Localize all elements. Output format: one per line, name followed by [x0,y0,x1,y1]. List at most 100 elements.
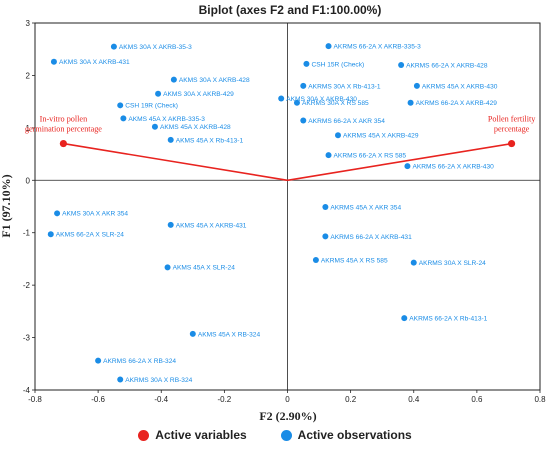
legend-label-variables: Active variables [155,428,247,442]
observation-label: AKMS 30A X AKRB-431 [59,59,130,66]
observation-label: CSH 19R (Check) [125,103,178,110]
observation-label: AKMS 66-2A X SLR-24 [56,232,125,239]
observation-marker [401,315,408,322]
observation-marker [303,60,310,67]
observation-marker [54,210,61,217]
observation-marker [117,376,124,383]
observation-marker [322,233,329,240]
observation-marker [335,132,341,139]
blue-dot-icon [280,429,292,441]
observation-label: AKMS 30A X AKR 354 [62,211,128,218]
observation-point: AKRMS 66-2A X RS 585 [325,152,406,160]
observation-point: AKMS 45A X RB-324 [189,330,261,338]
observation-label: AKRMS 45A X AKRB-429 [343,133,419,140]
observation-point: AKRMS 45A X AKRB-430 [413,82,498,90]
observation-point: CSH 15R (Check) [303,60,364,68]
x-tick-label: -0.8 [28,395,42,404]
observation-marker [155,90,162,97]
observation-point: AKRMS 66-2A X Rb-413-1 [401,315,488,323]
observation-point: AKMS 45A X Rb-413-1 [167,136,243,144]
observation-marker [164,264,171,271]
legend-item-observations: Active observations [280,428,412,442]
y-tick-label: 3 [26,19,31,28]
x-tick-label: 0.2 [345,395,357,404]
observation-point: AKRMS 30A X RS 585 [293,99,369,107]
observation-point: AKRMS 30A X SLR-24 [410,259,486,267]
observation-label: AKMS 45A X SLR-24 [173,265,236,272]
variable-point [507,139,516,148]
observation-marker [322,204,329,211]
variables-layer: In-vitro pollen germination percentage Pol… [25,115,536,182]
observation-marker [151,123,158,130]
observation-marker [117,102,124,109]
y-tick-label: 1 [26,124,31,133]
observation-label: AKRMS 66-2A X AKRB-431 [330,234,412,241]
chart-title: Biplot (axes F2 and F1:100.00%) [199,3,382,17]
observation-marker [404,163,411,170]
observation-marker [293,99,300,106]
biplot-chart: Biplot (axes F2 and F1:100.00%) -0.8 -0.6… [0,3,546,423]
observation-label: AKRMS 30A X SLR-24 [419,260,486,267]
observation-marker [300,117,307,124]
observation-point: AKMS 30A X AKR 354 [54,210,128,218]
observation-point: CSH 19R (Check) [117,102,178,110]
y-tick-label: 2 [26,71,31,80]
observation-point: AKRMS 30A X RB-324 [117,376,193,384]
observation-label: AKMS 30A X AKRB-430 [286,96,357,103]
observation-label: AKMS 30A X AKRB-35-3 [119,44,192,51]
observation-label: AKRMS 45A X AKRB-430 [422,83,498,90]
observation-marker [110,43,117,50]
observation-marker [413,82,420,89]
observations-layer: AKMS 30A X AKRB-35-3 AKMS 30A X AKRB-431 A… [47,43,498,384]
observation-point: AKRMS 66-2A X AKR 354 [300,117,385,125]
observation-label: AKMS 45A X AKRB-428 [160,124,231,131]
observation-point: AKMS 45A X AKRB-428 [151,123,231,131]
observation-point: AKRMS 30A X Rb-413-1 [300,82,381,90]
observation-label: AKRMS 45A X AKR 354 [330,204,401,211]
axes-layer: -0.8 -0.6 -0.4 -0.2 0 0.2 0.4 0.6 0.8 -4 -3 -2 -1 0 1 2… [23,19,546,404]
observation-point: AKMS 30A X AKRB-429 [155,90,234,98]
red-dot-icon [138,429,150,441]
observation-label: AKRMS 45A X RS 585 [321,257,388,264]
observation-marker [407,99,414,106]
observation-point: AKMS 45A X AKRB-335-3 [120,115,205,123]
observation-marker [189,330,196,337]
observation-point: AKMS 30A X AKRB-431 [50,58,130,66]
observation-point: AKRMS 66-2A X AKRB-428 [398,61,488,69]
observation-point: AKRMS 66-2A X RB-324 [95,357,176,365]
observation-label: CSH 15R (Check) [311,61,364,68]
observation-point: AKRMS 45A X RS 585 [312,256,388,264]
observation-point: AKMS 30A X AKRB-428 [170,76,250,84]
observation-point: AKMS 45A X SLR-24 [164,264,236,272]
observation-marker [410,259,417,266]
observation-marker [95,357,102,364]
observation-point: AKRMS 66-2A X AKRB-430 [404,163,494,171]
x-tick-label: 0.8 [534,395,546,404]
observation-label: AKRMS 66-2A X AKR 354 [308,118,385,125]
observation-label: AKMS 30A X AKRB-429 [163,91,234,98]
variable-label: Pollen fertility percentage [488,115,536,134]
y-tick-label: -2 [23,281,31,290]
observation-label: AKMS 45A X AKRB-335-3 [128,116,205,123]
observation-label: AKRMS 66-2A X Rb-413-1 [409,316,487,323]
observation-marker [167,136,174,143]
observation-label: AKRMS 30A X RB-324 [125,377,192,384]
observation-label: AKRMS 30A X RS 585 [302,100,369,107]
observation-label: AKMS 45A X RB-324 [198,331,261,338]
observation-point: AKRMS 66-2A X AKRB-429 [407,99,497,107]
y-tick-label: -4 [23,386,31,395]
x-axis-label: F2 (2.90%) [259,409,316,423]
observation-label: AKMS 45A X AKRB-431 [176,222,247,229]
observation-marker [47,231,54,238]
y-axis-label: F1 (97.10%) [0,174,13,237]
observation-label: AKRMS 66-2A X AKRB-430 [412,164,494,171]
x-tick-label: -0.2 [217,395,231,404]
observation-point: AKRMS 45A X AKR 354 [322,204,401,211]
observation-marker [325,43,332,50]
observation-marker [278,95,285,102]
legend-item-variables: Active variables [138,428,247,442]
observation-label: AKRMS 30A X Rb-413-1 [308,83,381,90]
x-tick-label: -0.4 [154,395,168,404]
variable-vector [63,142,288,182]
x-tick-label: 0 [285,395,290,404]
